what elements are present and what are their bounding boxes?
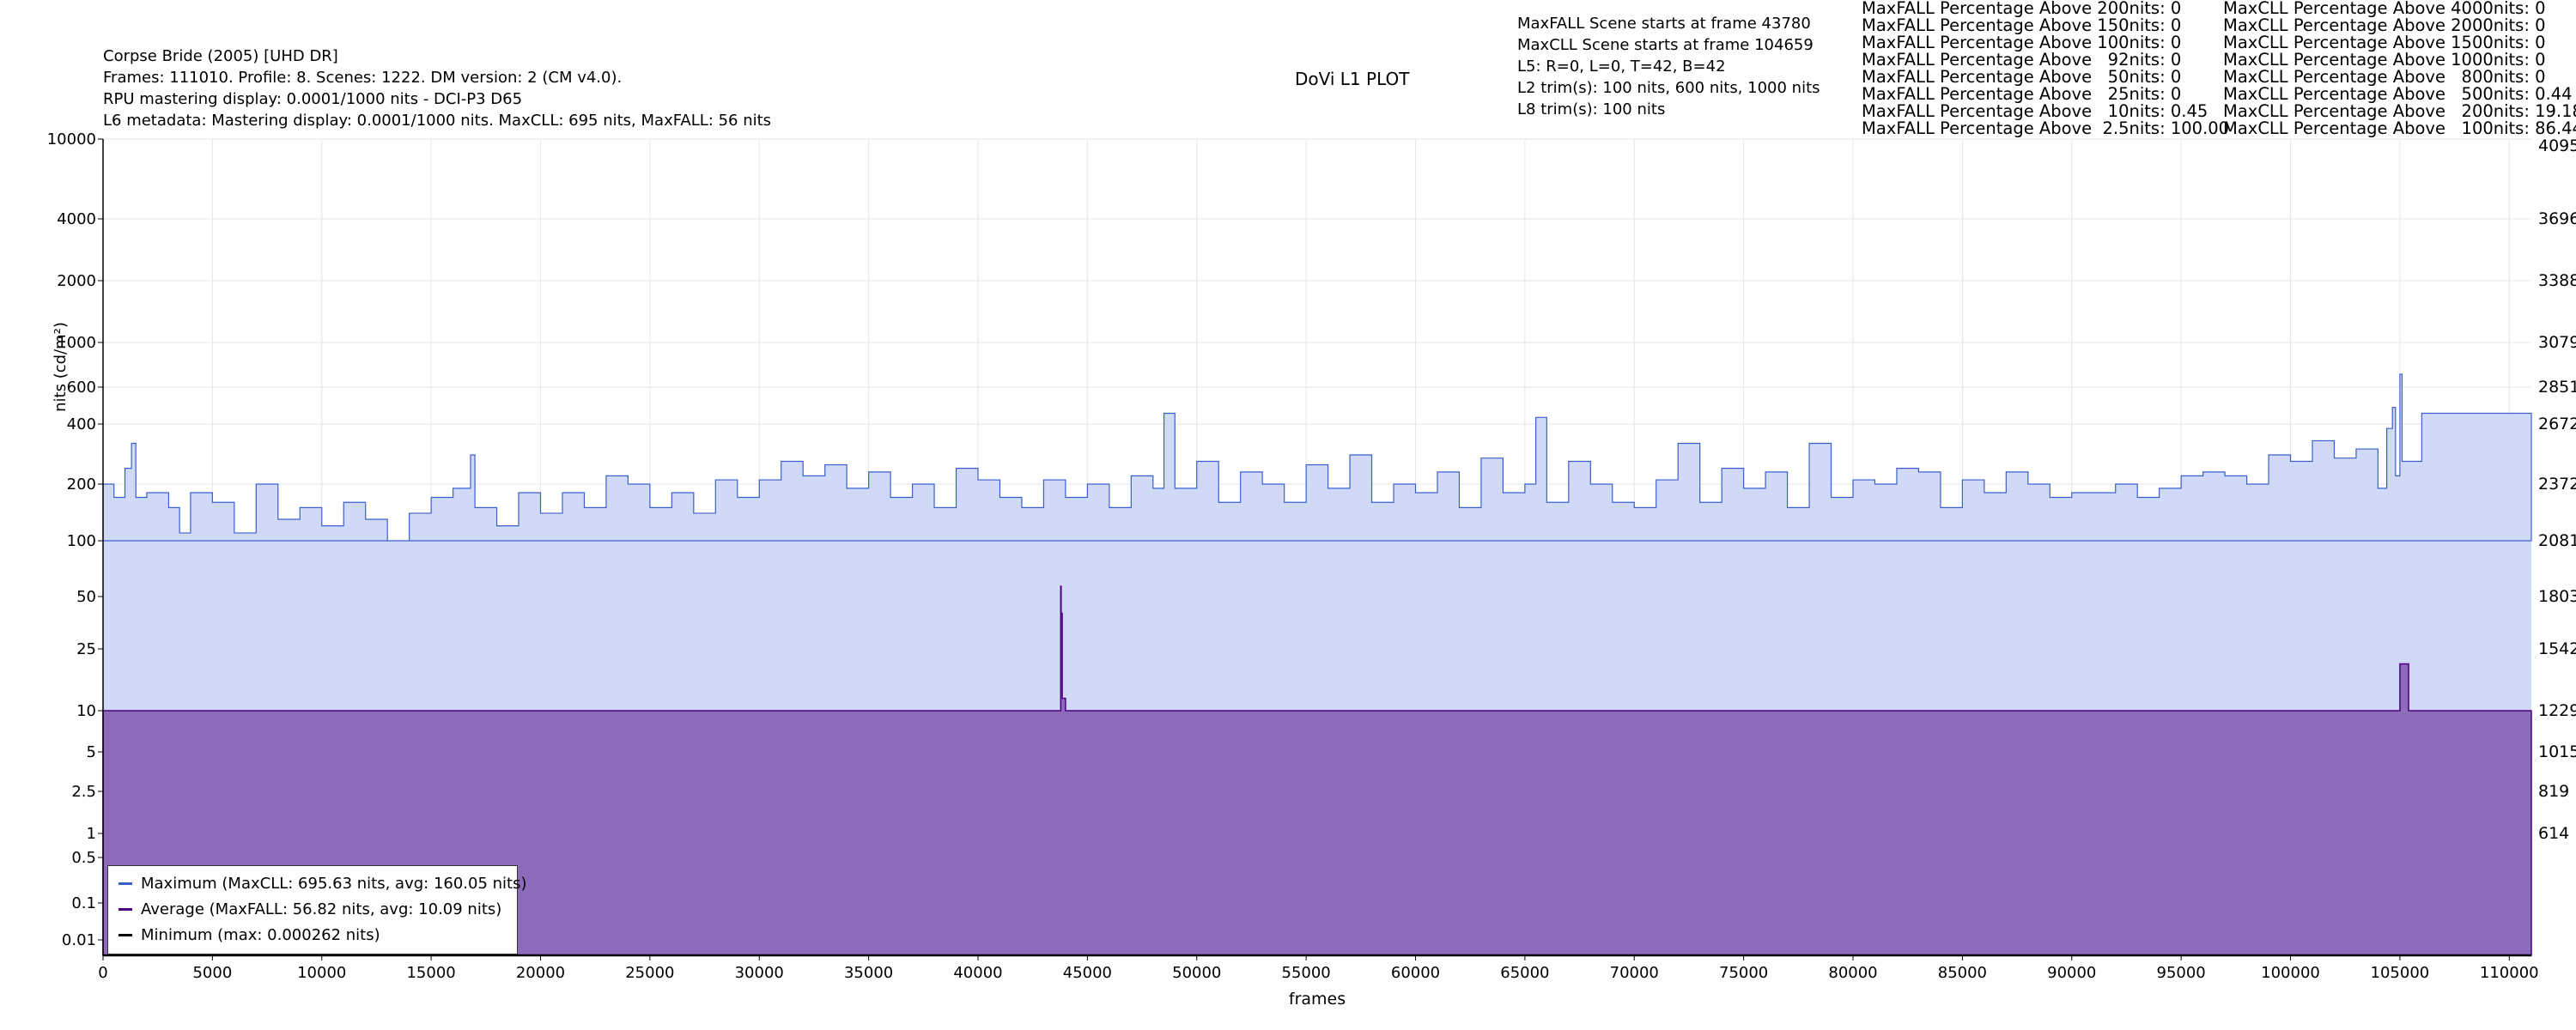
x-axis-label: frames: [1289, 990, 1346, 1009]
legend-swatch-minimum: [118, 933, 132, 936]
y-tick-label: 2000: [57, 272, 96, 290]
maxfall-percentage-line: MaxFALL Percentage Above 2.5nits: 100.00: [1862, 118, 2230, 138]
y2-tick-label: 819: [2538, 782, 2569, 801]
x-tick-label: 15000: [406, 964, 455, 982]
l5-info: L5: R=0, L=0, T=42, B=42: [1517, 58, 1726, 76]
maxfall-percentage-line: MaxFALL Percentage Above 25nits: 0: [1862, 84, 2182, 104]
y-tick-label: 25: [76, 640, 96, 658]
x-tick-label: 55000: [1282, 964, 1331, 982]
y2-tick-label: 2851: [2538, 378, 2576, 397]
y-tick-label: 50: [76, 588, 96, 606]
maxcll-percentage-line: MaxCLL Percentage Above 200nits: 19.18: [2223, 101, 2576, 121]
maxfall-percentage-line: MaxFALL Percentage Above 150nits: 0: [1862, 15, 2182, 35]
y2-tick-label: 614: [2538, 824, 2569, 843]
x-tick-label: 5000: [192, 964, 232, 982]
x-tick-label: 90000: [2047, 964, 2096, 982]
x-tick-label: 105000: [2371, 964, 2430, 982]
y-tick-label: 0.5: [71, 849, 96, 867]
maxcll-percentage-line: MaxCLL Percentage Above 4000nits: 0: [2223, 0, 2546, 18]
y-tick-label: 10: [76, 702, 96, 720]
l8-trim-info: L8 trim(s): 100 nits: [1517, 100, 1666, 118]
video-title: Corpse Bride (2005) [UHD DR]: [103, 47, 338, 65]
y2-tick-label: 2372: [2538, 475, 2576, 494]
x-tick-label: 20000: [516, 964, 565, 982]
x-tick-label: 70000: [1610, 964, 1659, 982]
x-tick-label: 110000: [2480, 964, 2539, 982]
y2-tick-label: 4095: [2538, 136, 2576, 155]
x-tick-label: 35000: [844, 964, 893, 982]
maximum-series-line: [102, 373, 2532, 542]
y-tick-label: 10000: [47, 130, 96, 148]
y-axis-label: nits (cd/m²): [52, 322, 70, 412]
y2-tick-label: 1803: [2538, 587, 2576, 606]
x-tick-label: 30000: [735, 964, 784, 982]
legend-label-minimum: Minimum (max: 0.000262 nits): [141, 925, 380, 944]
frames-info: Frames: 111010. Profile: 8. Scenes: 1222…: [103, 69, 623, 87]
y-tick-label: 100: [67, 532, 96, 550]
legend-item-minimum: Minimum (max: 0.000262 nits): [118, 924, 380, 945]
chart-legend: Maximum (MaxCLL: 695.63 nits, avg: 160.0…: [107, 865, 527, 954]
maxfall-percentage-line: MaxFALL Percentage Above 100nits: 0: [1862, 33, 2182, 52]
y2-tick-label: 3696: [2538, 209, 2576, 228]
l2-trim-info: L2 trim(s): 100 nits, 600 nits, 1000 nit…: [1517, 79, 1820, 97]
x-tick-label: 75000: [1719, 964, 1768, 982]
legend-swatch-maximum: [118, 882, 132, 885]
x-tick-label: 10000: [297, 964, 346, 982]
maxcll-percentage-line: MaxCLL Percentage Above 1500nits: 0: [2223, 33, 2546, 52]
maxcll-percentage-line: MaxCLL Percentage Above 1000nits: 0: [2223, 50, 2546, 70]
x-tick-label: 100000: [2261, 964, 2320, 982]
maxcll-scene-info: MaxCLL Scene starts at frame 104659: [1517, 36, 1814, 54]
y-tick-label: 5: [87, 743, 96, 761]
y2-tick-label: 1542: [2538, 639, 2576, 658]
maxcll-percentage-line: MaxCLL Percentage Above 800nits: 0: [2223, 67, 2546, 87]
y2-tick-label: 3079: [2538, 333, 2576, 352]
maxfall-percentage-line: MaxFALL Percentage Above 200nits: 0: [1862, 0, 2182, 18]
y2-tick-label: 1015: [2538, 742, 2576, 761]
y-tick-label: 4000: [57, 210, 96, 228]
rpu-mastering-info: RPU mastering display: 0.0001/1000 nits …: [103, 90, 523, 108]
maxcll-percentage-line: MaxCLL Percentage Above 100nits: 86.44: [2223, 118, 2576, 138]
x-tick-label: 65000: [1500, 964, 1549, 982]
x-tick-label: 45000: [1063, 964, 1112, 982]
maxcll-percentage-line: MaxCLL Percentage Above 2000nits: 0: [2223, 15, 2546, 35]
x-tick-label: 25000: [625, 964, 674, 982]
maxfall-scene-info: MaxFALL Scene starts at frame 43780: [1517, 15, 1811, 33]
maxfall-percentage-line: MaxFALL Percentage Above 92nits: 0: [1862, 50, 2182, 70]
y2-tick-label: 3388: [2538, 271, 2576, 290]
y2-tick-label: 2672: [2538, 415, 2576, 433]
y-tick-label: 1: [87, 825, 96, 843]
maxcll-percentage-line: MaxCLL Percentage Above 500nits: 0.44: [2223, 84, 2573, 104]
legend-swatch-average: [118, 907, 132, 911]
average-series-area: [102, 585, 2532, 956]
x-tick-label: 80000: [1828, 964, 1877, 982]
plot-title: DoVi L1 PLOT: [1295, 69, 1410, 89]
x-tick-label: 40000: [953, 964, 1002, 982]
y-tick-label: 1000: [57, 334, 96, 352]
x-tick-label: 95000: [2157, 964, 2206, 982]
x-tick-label: 60000: [1391, 964, 1440, 982]
y-tick-label: 0.01: [62, 931, 96, 949]
x-tick-label: 85000: [1938, 964, 1987, 982]
x-tick-label: 0: [98, 964, 107, 982]
y2-tick-label: 2081: [2538, 531, 2576, 550]
y-tick-label: 400: [67, 415, 96, 433]
x-tick-label: 50000: [1172, 964, 1221, 982]
legend-label-average: Average (MaxFALL: 56.82 nits, avg: 10.09…: [141, 900, 502, 918]
l6-metadata-info: L6 metadata: Mastering display: 0.0001/1…: [103, 112, 772, 130]
maxfall-percentage-line: MaxFALL Percentage Above 50nits: 0: [1862, 67, 2182, 87]
y-tick-label: 0.1: [71, 894, 96, 912]
legend-label-maximum: Maximum (MaxCLL: 695.63 nits, avg: 160.0…: [141, 874, 527, 893]
legend-item-average: Average (MaxFALL: 56.82 nits, avg: 10.09…: [118, 899, 501, 919]
y-tick-label: 200: [67, 476, 96, 494]
y2-tick-label: 1229: [2538, 701, 2576, 720]
legend-item-maximum: Maximum (MaxCLL: 695.63 nits, avg: 160.0…: [118, 873, 527, 894]
y-tick-label: 2.5: [71, 783, 96, 801]
maxfall-percentage-line: MaxFALL Percentage Above 10nits: 0.45: [1862, 101, 2208, 121]
y-tick-label: 600: [67, 379, 96, 397]
